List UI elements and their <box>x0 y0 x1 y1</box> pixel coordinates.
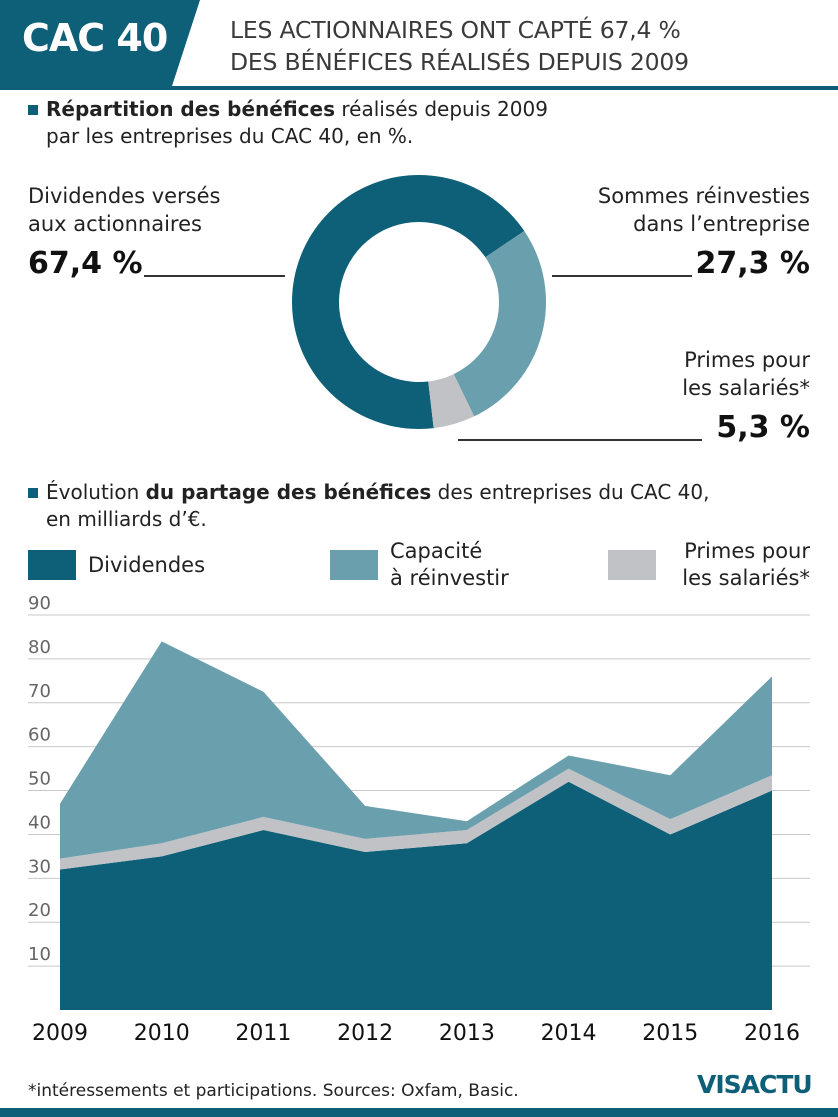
donut-chart <box>292 175 546 429</box>
label-dividendes: Dividendes versés aux actionnaires <box>28 184 221 236</box>
value-reinvest: 27,3 % <box>695 246 810 281</box>
footer-divider <box>0 1108 838 1117</box>
label-primes: Primes pour les salariés* <box>682 348 810 400</box>
leader-primes <box>458 439 702 441</box>
section-2-title: Évolution du partage des bénéfices des e… <box>28 479 709 533</box>
y-tick-label: 90 <box>28 595 51 614</box>
headline-line-2: DES BÉNÉFICES RÉALISÉS DEPUIS 2009 <box>230 48 689 76</box>
area-capacite <box>60 641 772 859</box>
y-tick-label: 60 <box>28 725 51 746</box>
footnote: *intéressements et participations. Sourc… <box>28 1081 519 1101</box>
donut-slice-dividendes <box>292 175 525 429</box>
x-tick-label: 2011 <box>235 1021 291 1046</box>
legend-label-capacite: Capacité à réinvestir <box>390 539 509 590</box>
legend-swatch-capacite <box>330 550 378 580</box>
y-tick-label: 80 <box>28 637 51 658</box>
value-dividendes: 67,4 % <box>28 246 143 281</box>
legend-label-dividendes: Dividendes <box>88 553 206 577</box>
header-badge <box>0 0 200 86</box>
y-tick-label: 50 <box>28 769 51 790</box>
leader-reinvest <box>552 275 692 277</box>
leader-dividendes <box>144 275 285 277</box>
visactu-logo: VISACTU <box>697 1070 813 1099</box>
y-tick-label: 10 <box>28 944 51 965</box>
donut-slice-reinvest <box>453 230 546 417</box>
x-tick-label: 2014 <box>541 1021 597 1046</box>
legend-swatch-primes <box>608 550 656 580</box>
donut-slice-primes <box>428 374 475 429</box>
headline-line-1: LES ACTIONNAIRES ONT CAPTÉ 67,4 % <box>230 16 681 44</box>
label-reinvest: Sommes réinvesties dans l’entreprise <box>597 184 810 236</box>
section-1-title: Répartition des bénéfices réalisés depui… <box>28 96 548 150</box>
x-tick-label: 2013 <box>439 1021 495 1046</box>
legend-label-primes: Primes pour les salariés* <box>682 539 810 590</box>
x-tick-label: 2016 <box>744 1021 800 1046</box>
badge-title: CAC 40 <box>22 16 168 60</box>
bullet-square-icon <box>28 488 38 498</box>
y-tick-label: 70 <box>28 681 51 702</box>
x-tick-label: 2010 <box>134 1021 190 1046</box>
area-dividendes <box>60 781 772 1010</box>
area-primes <box>60 768 772 870</box>
y-tick-label: 40 <box>28 812 51 833</box>
headline: LES ACTIONNAIRES ONT CAPTÉ 67,4 % DES BÉ… <box>230 14 689 78</box>
y-tick-label: 20 <box>28 900 51 921</box>
x-tick-label: 2012 <box>337 1021 393 1046</box>
x-tick-label: 2015 <box>642 1021 698 1046</box>
area-chart: 10 20 30 40 50 60 70 80 90 2009 2010 2011 2012 2013 20… <box>28 595 810 1046</box>
bullet-square-icon <box>28 105 38 115</box>
x-tick-label: 2009 <box>32 1021 88 1046</box>
header-divider <box>0 86 838 90</box>
y-tick-label: 30 <box>28 856 51 877</box>
legend-swatch-dividendes <box>28 550 76 580</box>
value-primes: 5,3 % <box>716 410 810 445</box>
